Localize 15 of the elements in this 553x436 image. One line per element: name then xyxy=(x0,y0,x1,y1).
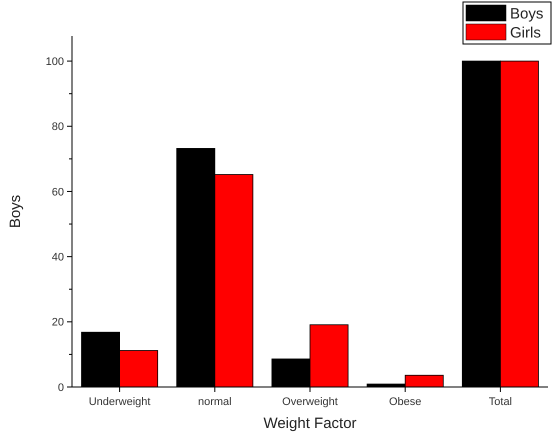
x-tick-label: Underweight xyxy=(88,396,150,408)
x-tick-label: Obese xyxy=(388,396,422,408)
legend-label: Boys xyxy=(510,5,544,22)
legend-label: Girls xyxy=(510,24,541,42)
x-tick-label: Total xyxy=(488,396,512,408)
y-tick-label: 0 xyxy=(58,382,64,394)
x-tick-label: normal xyxy=(198,396,232,408)
y-tick-label: 80 xyxy=(52,121,64,134)
y-tick-label: 60 xyxy=(52,186,64,198)
x-tick-label: Overweight xyxy=(282,396,338,408)
y-axis-title: Boys xyxy=(7,194,24,228)
y-tick-label: 100 xyxy=(46,56,64,68)
y-tick-label: 40 xyxy=(52,251,64,264)
x-axis-title: Weight Factor xyxy=(263,415,357,432)
y-tick-label: 20 xyxy=(52,316,64,329)
